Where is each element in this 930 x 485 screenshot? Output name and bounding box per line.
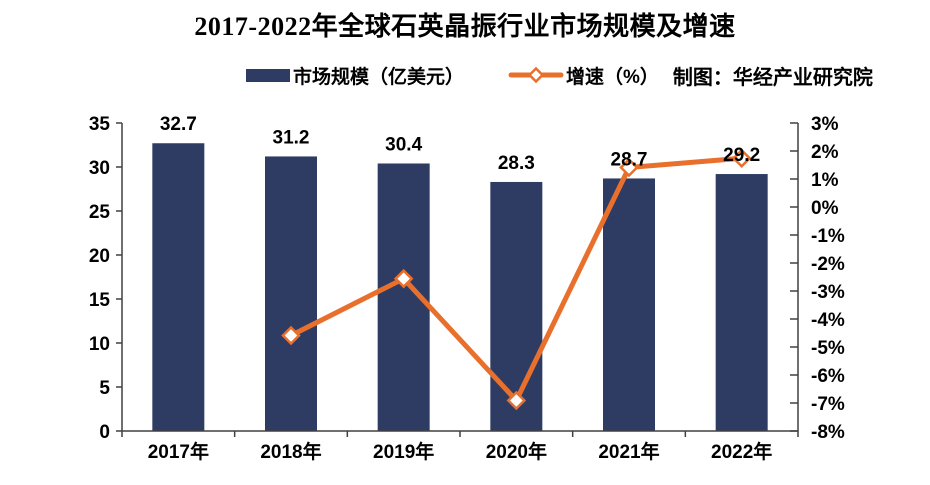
legend-item-market-size[interactable]: 市场规模（亿美元）	[246, 62, 464, 89]
bar-2017年[interactable]	[152, 143, 205, 432]
line-marker-2020年[interactable]	[506, 390, 527, 411]
chart-title: 2017-2022年全球石英晶振行业市场规模及增速	[194, 12, 736, 41]
right-axis-label: -3%	[811, 282, 845, 303]
left-axis-label: 20	[89, 246, 110, 267]
bar-2018年[interactable]	[265, 156, 317, 431]
bar-value-label: 30.4	[385, 134, 422, 155]
legend-label-market-size: 市场规模（亿美元）	[293, 66, 465, 88]
x-axis-label: 2021年	[598, 440, 659, 463]
line-marker-2021年[interactable]	[619, 157, 639, 178]
left-axis-label: 15	[89, 290, 111, 311]
right-axis-label: -1%	[811, 226, 845, 247]
bar-value-label: 31.2	[273, 127, 310, 148]
right-axis-label: -4%	[811, 310, 845, 331]
line-marker-2022年[interactable]	[731, 148, 752, 169]
left-axis-label: 30	[89, 158, 110, 179]
bar-2020年[interactable]	[490, 181, 543, 431]
left-axis-label: 10	[89, 334, 110, 355]
right-axis-label: 3%	[811, 114, 839, 135]
x-axis-label: 2022年	[711, 440, 772, 463]
legend-diamond-glyph	[527, 66, 545, 84]
left-axis-label: 5	[99, 378, 110, 399]
left-axis-label: 35	[89, 114, 111, 135]
bar-value-label: 29.2	[723, 145, 760, 166]
x-axis-label: 2017年	[148, 440, 209, 463]
line-marker-2018年[interactable]	[281, 325, 301, 346]
legend: 市场规模（亿美元） 增速（%） 制图：华经产业研究院	[246, 60, 873, 90]
right-axis-label: -8%	[811, 422, 845, 443]
credit-text: 制图：华经产业研究院	[672, 66, 873, 89]
left-axis-label: 0	[99, 422, 110, 443]
bar-value-label: 28.7	[611, 149, 648, 170]
x-axis-label: 2018年	[260, 440, 321, 463]
right-axis-label: -2%	[811, 254, 845, 275]
line-marker-2019年[interactable]	[393, 268, 414, 289]
left-axis-label: 25	[89, 202, 111, 223]
bar-value-label: 32.7	[160, 114, 197, 135]
line-series-swatch-icon	[508, 66, 564, 84]
right-axis-label: -7%	[811, 394, 845, 415]
bar-2022年[interactable]	[715, 174, 768, 432]
legend-label-growth-rate: 增速（%）	[566, 66, 659, 88]
bar-value-label: 28.3	[498, 153, 535, 174]
x-axis-label: 2019年	[373, 440, 434, 463]
legend-item-growth-rate[interactable]: 增速（%）	[508, 62, 659, 89]
right-axis-label: -5%	[811, 338, 845, 359]
right-axis-label: 0%	[811, 198, 839, 219]
bar-series-swatch-icon	[246, 68, 290, 82]
x-axis-label: 2020年	[486, 440, 547, 463]
right-axis-label: 2%	[811, 142, 839, 163]
right-axis-label: -6%	[811, 366, 845, 387]
right-axis-label: 1%	[811, 170, 839, 191]
bar-2021年[interactable]	[603, 178, 655, 431]
